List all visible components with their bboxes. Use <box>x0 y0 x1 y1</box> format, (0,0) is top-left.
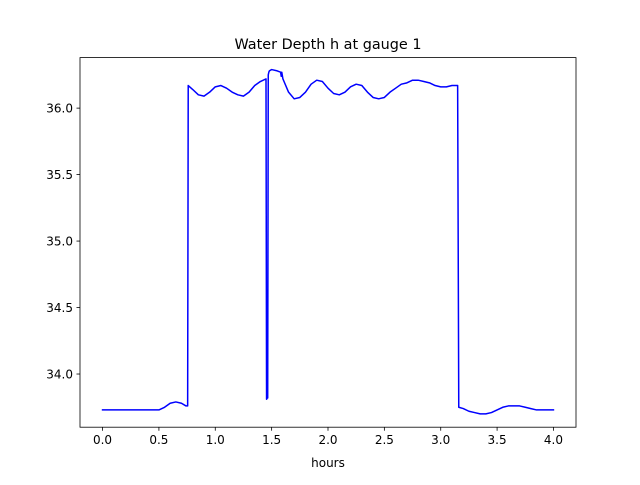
x-tick-label: 0.0 <box>93 433 112 447</box>
y-axis: 34.0 34.5 35.0 35.5 36.0 <box>46 101 80 381</box>
y-tick-label: 35.5 <box>46 168 73 182</box>
plot-area <box>80 57 576 428</box>
x-tick-label: 0.5 <box>149 433 168 447</box>
x-tick-label: 3.0 <box>431 433 450 447</box>
x-tick-label: 2.0 <box>318 433 337 447</box>
x-tick-label: 2.5 <box>375 433 394 447</box>
series-layer <box>101 68 555 415</box>
y-tick-label: 35.0 <box>46 234 73 248</box>
y-tick-label: 34.0 <box>46 367 73 381</box>
series-line-1 <box>101 68 555 415</box>
chart-title: Water Depth h at gauge 1 <box>234 37 421 53</box>
x-tick-label: 4.0 <box>544 433 563 447</box>
x-tick-label: 1.0 <box>206 433 225 447</box>
x-tick-label: 3.5 <box>488 433 507 447</box>
y-tick-label: 36.0 <box>46 101 73 115</box>
x-tick-label: 1.5 <box>262 433 281 447</box>
y-tick-label: 34.5 <box>46 301 73 315</box>
x-axis: 0.0 0.5 1.0 1.5 2.0 2.5 3.0 3.5 4.0 <box>93 427 563 447</box>
x-axis-label: hours <box>311 456 345 470</box>
